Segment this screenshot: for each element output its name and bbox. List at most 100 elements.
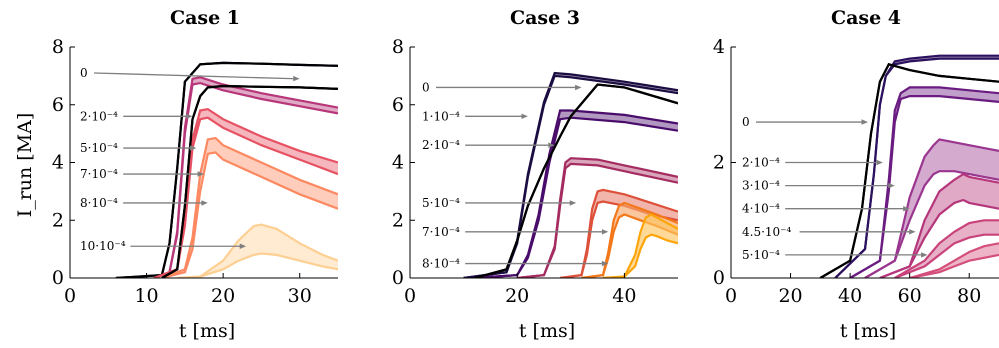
panel-title: Case 4	[831, 7, 901, 29]
annotation-label: 2·10⁻⁴	[80, 109, 118, 123]
y-tick-label: 6	[52, 94, 64, 116]
panel-title: Case 3	[510, 7, 580, 29]
annotation-arrowhead	[861, 119, 868, 125]
annotation-label: 3·10⁻⁴	[742, 179, 780, 193]
x-tick-label: 0	[404, 285, 416, 307]
y-tick-label: 4	[52, 152, 64, 174]
series-line-lower	[517, 162, 678, 278]
y-tick-label: 4	[713, 36, 725, 58]
y-tick-label: 2	[392, 209, 404, 231]
annotation-label: 4·10⁻⁴	[742, 202, 780, 216]
x-axis-label: t [ms]	[179, 320, 235, 342]
plot-area	[819, 54, 999, 278]
series-line-upper	[161, 136, 338, 278]
x-tick-label: 40	[612, 285, 636, 307]
y-tick-label: 2	[52, 209, 64, 231]
annotation-label: 10·10⁻⁴	[80, 239, 126, 253]
series-band	[909, 243, 999, 278]
series-line-lower	[834, 57, 999, 278]
series-line-lower	[161, 151, 338, 278]
y-tick-label: 4	[392, 152, 404, 174]
annotation-arrowhead	[909, 229, 916, 235]
annotation-label: 5·10⁻⁴	[742, 248, 780, 262]
annotation-label: 2·10⁻⁴	[422, 138, 460, 152]
series-line-upper	[894, 219, 999, 278]
annotation-label: 0	[422, 80, 430, 94]
x-tick-label: 60	[898, 285, 922, 307]
series-line-lower	[879, 198, 999, 278]
annotation-arrowhead	[186, 113, 193, 119]
panel-1: Case 1 0 2 4 6 8 0 10 20 30 t [ms] 0 2·10⁻⁴ 5·10⁻⁴ 7·1…	[52, 7, 338, 342]
series-line-lower	[864, 170, 999, 278]
x-tick-label: 20	[778, 285, 802, 307]
annotation-arrowhead	[521, 113, 528, 119]
series-line-lower	[115, 61, 338, 278]
y-tick-label: 8	[52, 36, 64, 58]
y-tick-label: 6	[392, 94, 404, 116]
annotation-arrowhead	[293, 75, 300, 82]
panel-2: Case 3 0 2 4 6 8 0 20 40 t [ms] 0 1·10⁻⁴ 2·10⁻⁴ 5·10⁻…	[392, 7, 678, 342]
annotation-label: 0	[742, 115, 750, 129]
annotation-arrowhead	[921, 252, 928, 258]
y-tick-label: 0	[392, 267, 404, 289]
annotation-arrowhead	[197, 171, 204, 177]
plot-area	[115, 61, 338, 278]
series-line-lower	[909, 253, 999, 278]
annotation-arrowhead	[876, 159, 883, 166]
series-line-lower	[153, 116, 338, 278]
series-line-lower	[849, 94, 999, 278]
y-tick-label: 0	[713, 267, 725, 289]
annotation-label: 1·10⁻⁴	[422, 109, 460, 123]
series-line-upper	[864, 138, 999, 278]
series-band	[865, 139, 999, 278]
annotation-label: 5·10⁻⁴	[80, 141, 118, 155]
x-axis-label: t [ms]	[840, 320, 896, 342]
annotation-arrow	[93, 72, 296, 80]
annotation-label: 2·10⁻⁴	[742, 156, 780, 170]
series-line-lower	[153, 81, 338, 278]
series-band	[154, 109, 338, 278]
series-line-upper	[879, 172, 999, 278]
series-line-lower	[819, 63, 999, 278]
annotation-label: 8·10⁻⁴	[422, 257, 460, 271]
annotation-arrowhead	[601, 260, 609, 267]
panel-title: Case 1	[170, 7, 240, 29]
x-tick-label: 0	[725, 285, 737, 307]
series-line-lower	[161, 84, 338, 278]
x-tick-label: 0	[64, 285, 76, 307]
series-band	[474, 110, 678, 278]
y-tick-label: 2	[713, 152, 725, 174]
series-band	[879, 174, 999, 278]
y-tick-label: 0	[52, 267, 64, 289]
series-line-upper	[909, 242, 999, 278]
annotation-arrowhead	[569, 200, 577, 206]
annotation-arrowhead	[575, 84, 582, 91]
annotation-arrowhead	[239, 243, 247, 249]
series-line-lower	[463, 74, 678, 278]
annotation-arrowhead	[189, 145, 197, 151]
annotation-arrowhead	[601, 229, 609, 235]
x-tick-label: 40	[838, 285, 862, 307]
series-band	[603, 214, 678, 278]
y-tick-label: 8	[392, 36, 404, 58]
annotation-arrowhead	[201, 200, 208, 206]
annotation-label: 8·10⁻⁴	[80, 196, 118, 210]
x-tick-label: 80	[957, 285, 981, 307]
plot-area	[463, 71, 678, 278]
series-line-lower	[474, 116, 678, 278]
x-tick-label: 30	[288, 285, 312, 307]
series-line-upper	[602, 213, 678, 278]
x-tick-label: 10	[134, 285, 158, 307]
series-line-lower	[894, 233, 999, 278]
x-tick-label: 20	[211, 285, 235, 307]
annotation-label: 0	[80, 66, 88, 80]
annotation-arrowhead	[903, 206, 910, 212]
annotation-label: 5·10⁻⁴	[422, 196, 460, 210]
annotation-label: 7·10⁻⁴	[422, 225, 460, 239]
series-line-upper	[177, 223, 338, 278]
x-axis-label: t [ms]	[519, 320, 575, 342]
annotation-label: 4.5·10⁻⁴	[742, 225, 792, 239]
